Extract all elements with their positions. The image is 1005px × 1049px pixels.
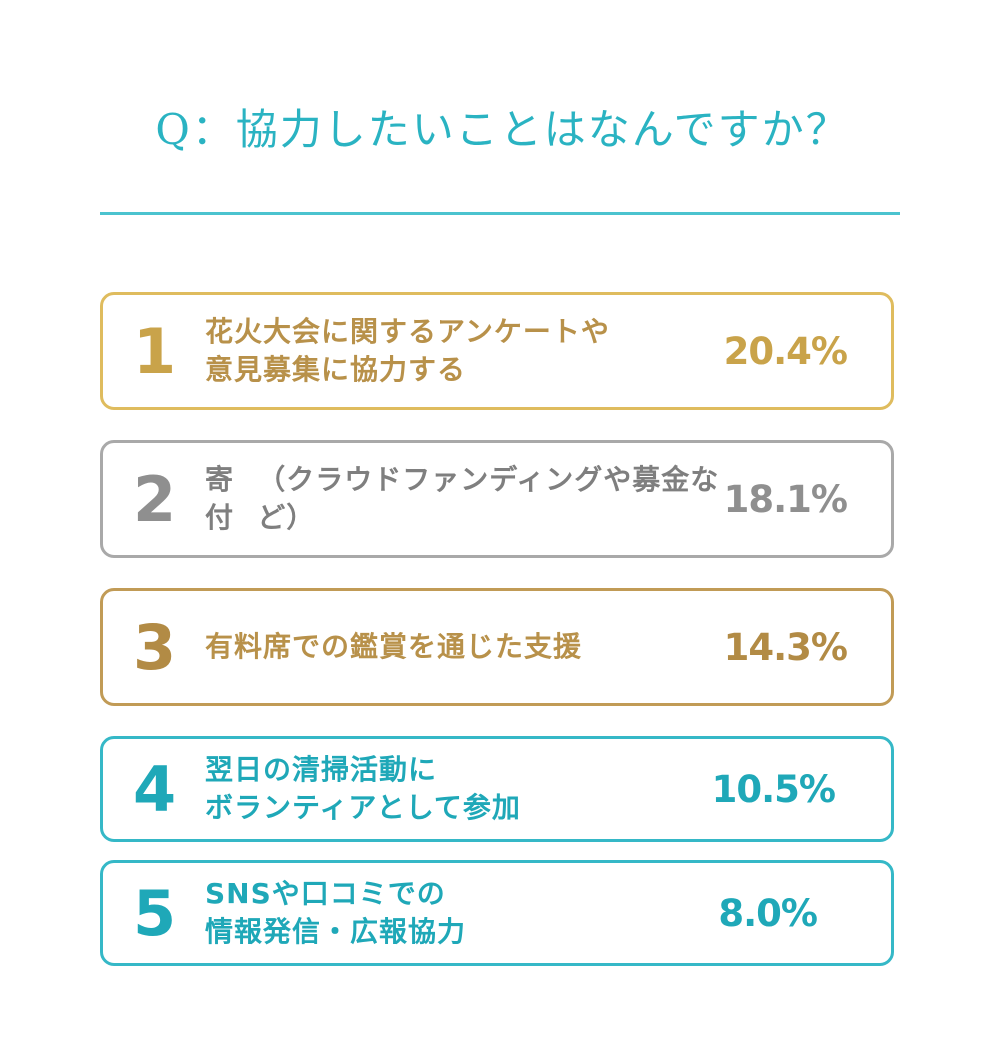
item-label-text: 寄付 bbox=[205, 463, 235, 534]
item-percentage: 18.1% bbox=[723, 477, 848, 521]
ranking-card-4: 4 翌日の清掃活動に ボランティアとして参加 10.5% bbox=[100, 736, 894, 842]
item-percentage: 14.3% bbox=[723, 625, 848, 669]
page-title: Q：協力したいことはなんですか？ bbox=[155, 105, 850, 154]
item-percentage: 20.4% bbox=[723, 329, 848, 373]
item-label-text: SNSや口コミでの 情報発信・広報協力 bbox=[205, 877, 467, 948]
item-label: 翌日の清掃活動に ボランティアとして参加 bbox=[205, 739, 725, 839]
rank-number: 3 bbox=[133, 610, 177, 684]
item-label: 有料席での鑑賞を通じた支援 bbox=[205, 591, 725, 703]
item-percentage: 8.0% bbox=[718, 891, 818, 935]
item-label: 寄付 （クラウドファンディングや募金など） bbox=[205, 443, 725, 555]
rank-number: 5 bbox=[133, 876, 177, 950]
item-label: SNSや口コミでの 情報発信・広報協力 bbox=[205, 863, 725, 963]
title-divider bbox=[100, 212, 900, 215]
ranking-card-2: 2 寄付 （クラウドファンディングや募金など） 18.1% bbox=[100, 440, 894, 558]
rank-number: 1 bbox=[133, 314, 177, 388]
item-label-text: 有料席での鑑賞を通じた支援 bbox=[205, 630, 583, 663]
item-label-note: （クラウドファンディングや募金など） bbox=[257, 463, 720, 534]
item-label-text: 翌日の清掃活動に ボランティアとして参加 bbox=[205, 753, 521, 824]
rank-number: 4 bbox=[133, 752, 177, 826]
ranking-card-5: 5 SNSや口コミでの 情報発信・広報協力 8.0% bbox=[100, 860, 894, 966]
ranking-card-3: 3 有料席での鑑賞を通じた支援 14.3% bbox=[100, 588, 894, 706]
ranking-card-1: 1 花火大会に関するアンケートや 意見募集に協力する 20.4% bbox=[100, 292, 894, 410]
rank-number: 2 bbox=[133, 462, 177, 536]
item-label: 花火大会に関するアンケートや 意見募集に協力する bbox=[205, 295, 725, 407]
item-percentage: 10.5% bbox=[711, 767, 836, 811]
item-label-text: 花火大会に関するアンケートや 意見募集に協力する bbox=[205, 315, 610, 386]
